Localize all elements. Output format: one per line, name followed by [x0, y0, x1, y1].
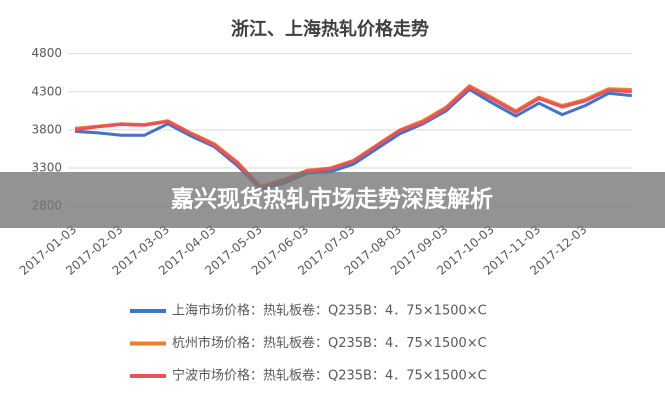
banner [0, 172, 665, 228]
y-tick-label: 3300 [31, 161, 62, 175]
legend-label: 杭州市场价格：热轧板卷：Q235B：4．75×1500×C [172, 335, 487, 351]
series-line [74, 88, 632, 191]
y-tick-label: 3800 [31, 122, 62, 136]
legend-label: 宁波市场价格：热轧板卷：Q235B：4．75×1500×C [172, 368, 487, 384]
y-tick-label: 4800 [31, 46, 62, 60]
banner-title: 嘉兴现货热轧市场走势深度解析 [171, 186, 493, 213]
chart-title: 浙江、上海热轧价格走势 [231, 18, 429, 40]
legend-label: 上海市场价格：热轧板卷：Q235B：4．75×1500×C [172, 303, 487, 319]
series-line [74, 85, 632, 189]
y-tick-label: 4300 [31, 84, 62, 98]
